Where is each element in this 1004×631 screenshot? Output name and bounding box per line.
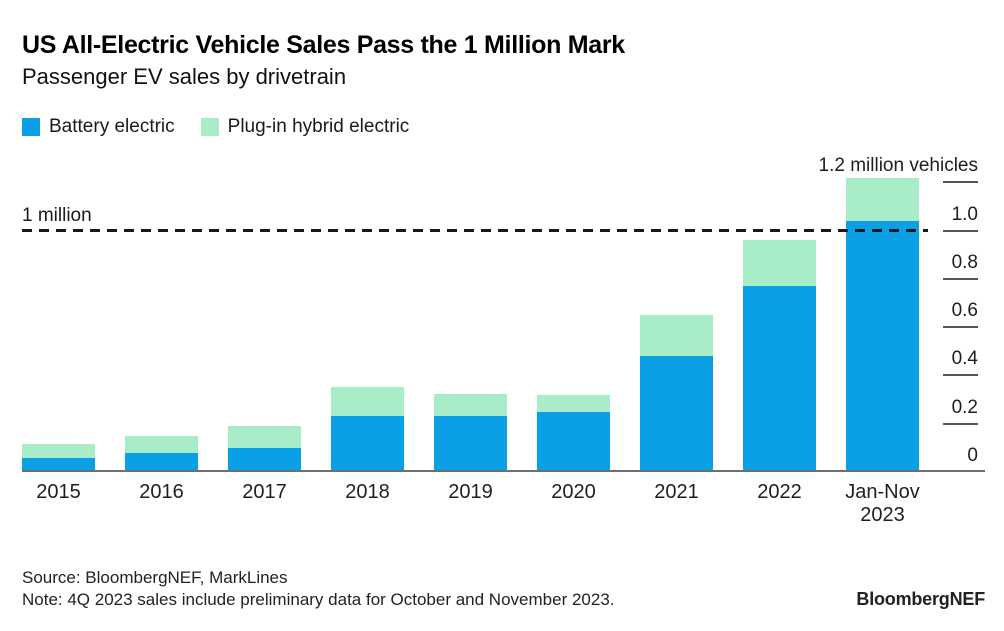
y-tick-label-0.2: 0.2	[951, 397, 978, 418]
legend-label: Battery electric	[49, 116, 175, 137]
x-axis-label-2021: 2021	[654, 481, 699, 503]
bar-2017-battery-electric	[228, 448, 301, 472]
x-axis-label-2015: 2015	[36, 481, 81, 503]
bar-2018-battery-electric	[331, 416, 404, 472]
bar-2020-battery-electric	[537, 412, 610, 472]
legend-label: Plug-in hybrid electric	[227, 116, 410, 137]
y-tick-label-0: 0	[967, 445, 978, 466]
x-axis-label-2019: 2019	[448, 481, 493, 503]
y-tick-label-1.2: 1.2 million vehicles	[818, 155, 978, 176]
x-axis-baseline	[22, 470, 985, 472]
battery-electric-swatch	[22, 118, 40, 136]
plug-in-hybrid-swatch	[200, 118, 219, 136]
x-axis-label-2022: 2022	[757, 481, 802, 503]
page-subtitle: Passenger EV sales by drivetrain	[22, 64, 347, 89]
x-axis-label-2020: 2020	[551, 481, 596, 503]
y-tick-label-0.6: 0.6	[951, 300, 978, 321]
reference-line-1-million	[22, 229, 928, 232]
legend-item-battery-electric: Battery electric	[22, 116, 175, 138]
bar-2022-plug-in-hybrid	[743, 240, 816, 286]
x-axis-label-2017: 2017	[242, 481, 287, 503]
y-tick-label-1: 1.0	[951, 204, 978, 225]
y-tick-0.8	[943, 278, 978, 280]
y-tick-label-0.8: 0.8	[951, 252, 978, 273]
y-tick-1.2	[943, 181, 978, 183]
bar-2021-battery-electric	[640, 356, 713, 472]
page-title: US All-Electric Vehicle Sales Pass the 1…	[22, 31, 625, 59]
bar-2020-plug-in-hybrid	[537, 395, 610, 412]
bar-2016-plug-in-hybrid	[125, 436, 198, 453]
reference-line-label: 1 million	[22, 205, 92, 226]
y-tick-0.2	[943, 423, 978, 425]
bar-2021-plug-in-hybrid	[640, 315, 713, 356]
bloombergnef-logo: BloombergNEF	[856, 589, 985, 609]
bar-jan-nov-2023-plug-in-hybrid	[846, 178, 919, 221]
bar-2019-plug-in-hybrid	[434, 394, 507, 416]
bar-2015-plug-in-hybrid	[22, 444, 95, 458]
y-tick-0.6	[943, 326, 978, 328]
y-tick-label-0.4: 0.4	[951, 348, 978, 369]
x-axis-label-2018: 2018	[345, 481, 390, 503]
y-tick-0.4	[943, 374, 978, 376]
source-text: Source: BloombergNEF, MarkLines	[22, 568, 288, 587]
bar-2019-battery-electric	[434, 416, 507, 472]
x-axis-label-jan-nov-2023: Jan-Nov 2023	[845, 481, 920, 526]
legend-item-plug-in-hybrid: Plug-in hybrid electric	[200, 116, 410, 138]
bar-2015-battery-electric	[22, 458, 95, 472]
bar-2016-battery-electric	[125, 453, 198, 472]
legend: Battery electric Plug-in hybrid electric	[22, 116, 409, 138]
note-text: Note: 4Q 2023 sales include preliminary …	[22, 590, 615, 609]
bar-2017-plug-in-hybrid	[228, 426, 301, 448]
y-tick-1.0	[943, 230, 978, 232]
bar-2022-battery-electric	[743, 286, 816, 472]
bar-2018-plug-in-hybrid	[331, 387, 404, 416]
bar-jan-nov-2023-battery-electric	[846, 221, 919, 472]
x-axis-label-2016: 2016	[139, 481, 184, 503]
